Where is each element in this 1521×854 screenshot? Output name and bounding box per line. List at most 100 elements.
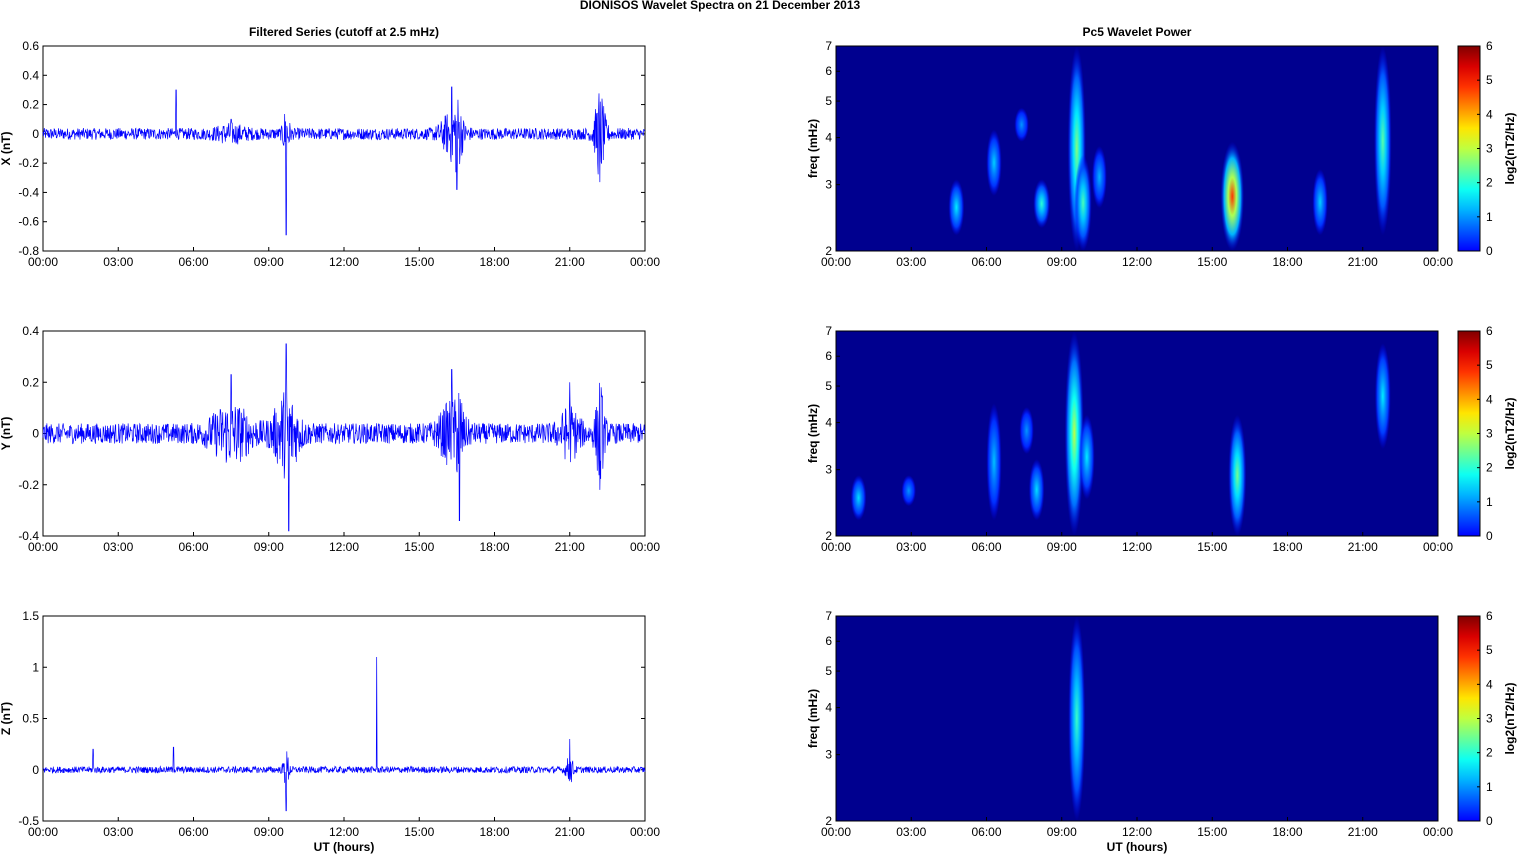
power-y-background [836, 331, 1438, 536]
left-series-z-xtick-label: 03:00 [103, 825, 133, 839]
right-power-y-xtick-label: 09:00 [1047, 540, 1077, 554]
power-z-colorbar-tick-label: 1 [1486, 780, 1493, 794]
right-power-z-xtick-label: 00:00 [821, 825, 851, 839]
right-power-y-xtick-label: 15:00 [1197, 540, 1227, 554]
power-z-colorbar-tick-label: 6 [1486, 609, 1493, 623]
right-power-z-xtick-label: 18:00 [1272, 825, 1302, 839]
left-series-y-xtick-label: 03:00 [103, 540, 133, 554]
power-z-ytick-label: 4 [825, 701, 832, 715]
power-z-ytick-label: 3 [825, 748, 832, 762]
series-z-ylabel: Z (nT) [0, 702, 13, 735]
right-power-y-xtick-label: 03:00 [896, 540, 926, 554]
power-z-colorbar-label: log2(nT2/Hz) [1503, 683, 1517, 755]
power-x-power-blob [948, 179, 965, 236]
left-series-z-xtick-label: 12:00 [329, 825, 359, 839]
series-x-ytick-label: 0 [32, 127, 39, 141]
power-z-ytick-label: 6 [825, 634, 832, 648]
power-z-ylabel: freq (mHz) [806, 689, 820, 748]
left-series-y-xtick-label: 18:00 [479, 540, 509, 554]
power-y-power-blob [1064, 331, 1084, 536]
power-x-power-blob [1014, 107, 1029, 142]
left-series-x-xtick-label: 00:00 [28, 255, 58, 269]
power-y-ytick-label: 2 [825, 529, 832, 543]
power-x-colorbar-tick-label: 4 [1486, 107, 1493, 121]
left-series-z-xtick-label: 21:00 [555, 825, 585, 839]
power-y-ytick-label: 6 [825, 349, 832, 363]
right-power-x-xtick-label: 21:00 [1348, 255, 1378, 269]
left-series-z-xtick-label: 18:00 [479, 825, 509, 839]
left-series-x-xtick-label: 00:00 [630, 255, 660, 269]
series-z-ytick-label: -0.5 [18, 814, 39, 828]
left-column-title: Filtered Series (cutoff at 2.5 mHz) [249, 25, 439, 39]
power-y-ytick-label: 3 [825, 463, 832, 477]
left-series-z-xtick-label: 00:00 [28, 825, 58, 839]
left-series-y-xtick-label: 09:00 [254, 540, 284, 554]
power-y-colorbar [1457, 330, 1481, 537]
left-series-y-xtick-label: 21:00 [555, 540, 585, 554]
power-y-power-blob [986, 403, 1002, 521]
left-series-z-xtick-label: 06:00 [178, 825, 208, 839]
power-x-colorbar-tick-label: 5 [1486, 73, 1493, 87]
power-y-colorbar-tick-label: 4 [1486, 392, 1493, 406]
right-power-x-xtick-label: 00:00 [1423, 255, 1453, 269]
series-y-trace [42, 343, 646, 532]
right-power-z-xtick-label: 12:00 [1122, 825, 1152, 839]
series-x-ytick-label: 0.4 [22, 68, 39, 82]
power-x-colorbar-tick-label: 1 [1486, 210, 1493, 224]
series-y-ytick-label: 0 [32, 427, 39, 441]
right-xlabel: UT (hours) [1107, 840, 1168, 854]
power-x-colorbar-tick-label: 0 [1486, 244, 1493, 258]
series-x-ytick-label: 0.6 [22, 39, 39, 53]
power-z-ytick-label: 5 [825, 664, 832, 678]
power-z-ytick-label: 7 [825, 609, 832, 623]
power-z-ytick-label: 2 [825, 814, 832, 828]
power-y-colorbar-tick-label: 0 [1486, 529, 1493, 543]
series-x-ytick-label: -0.6 [18, 215, 39, 229]
power-z-colorbar-tick-label: 4 [1486, 677, 1493, 691]
power-x-ylabel: freq (mHz) [806, 119, 820, 178]
series-z-axes [42, 615, 646, 822]
series-x-ytick-label: 0.2 [22, 98, 39, 112]
power-x-ytick-label: 3 [825, 178, 832, 192]
right-column-title: Pc5 Wavelet Power [1083, 25, 1192, 39]
power-y-colorbar-tick-label: 6 [1486, 324, 1493, 338]
power-x-ytick-label: 4 [825, 131, 832, 145]
power-y-ytick-label: 7 [825, 324, 832, 338]
power-z-colorbar [1457, 615, 1481, 822]
left-xlabel: UT (hours) [314, 840, 375, 854]
left-series-x-xtick-label: 09:00 [254, 255, 284, 269]
series-z-ytick-label: 0.5 [22, 712, 39, 726]
left-series-x-xtick-label: 21:00 [555, 255, 585, 269]
power-y-power-blob [1374, 343, 1391, 450]
right-power-z-xtick-label: 03:00 [896, 825, 926, 839]
power-x-power-blob [986, 129, 1002, 196]
series-x-ytick-label: -0.8 [18, 244, 39, 258]
power-x-ytick-label: 5 [825, 94, 832, 108]
right-power-z-xtick-label: 06:00 [971, 825, 1001, 839]
right-power-y-xtick-label: 00:00 [1423, 540, 1453, 554]
left-series-y-xtick-label: 12:00 [329, 540, 359, 554]
power-y-colorbar-tick-label: 1 [1486, 495, 1493, 509]
right-power-x-xtick-label: 03:00 [896, 255, 926, 269]
right-power-x-xtick-label: 09:00 [1047, 255, 1077, 269]
power-z-power-blob [1068, 616, 1086, 821]
power-z-colorbar-tick-label: 5 [1486, 643, 1493, 657]
series-x-ylabel: X (nT) [0, 132, 13, 166]
power-x-power-blob [1074, 154, 1092, 251]
power-x-power-blob [1033, 179, 1051, 229]
right-power-z-xtick-label: 00:00 [1423, 825, 1453, 839]
series-y-ytick-label: -0.4 [18, 529, 39, 543]
power-y-ytick-label: 4 [825, 416, 832, 430]
power-y-ylabel: freq (mHz) [806, 404, 820, 463]
right-power-y-xtick-label: 18:00 [1272, 540, 1302, 554]
series-z-trace [42, 656, 646, 812]
right-power-y-xtick-label: 00:00 [821, 540, 851, 554]
series-z-ytick-label: 0 [32, 763, 39, 777]
series-x-ytick-label: -0.2 [18, 156, 39, 170]
power-z-background [836, 616, 1438, 821]
series-y-ylabel: Y (nT) [0, 417, 13, 451]
series-x-axes [42, 45, 646, 252]
right-power-x-xtick-label: 00:00 [821, 255, 851, 269]
right-power-x-xtick-label: 12:00 [1122, 255, 1152, 269]
